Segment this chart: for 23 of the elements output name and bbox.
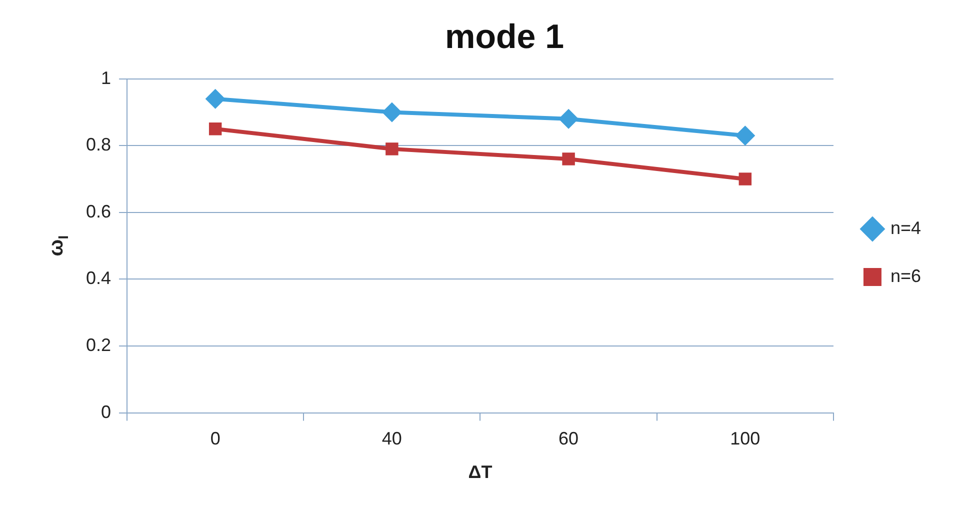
point	[738, 172, 752, 186]
chart-title: mode 1	[444, 18, 564, 56]
point	[382, 102, 402, 122]
x-tick-label: 0	[210, 428, 220, 449]
y-tick-label: 1	[101, 68, 112, 88]
point	[735, 126, 756, 146]
x-tick-label: 40	[382, 428, 402, 449]
y-tick-label: 0.2	[86, 334, 112, 355]
y-tick-label: 0.8	[86, 134, 112, 155]
x-tick-label: 100	[730, 428, 760, 449]
point	[562, 152, 575, 166]
x-tick-label: 60	[558, 428, 579, 449]
x-axis-title: ΔT	[468, 462, 492, 482]
point	[386, 142, 398, 156]
y-axis-title: ωI	[46, 235, 71, 256]
point	[208, 122, 222, 136]
legend-label: n=4	[890, 218, 922, 238]
point	[558, 108, 579, 129]
y-tick-label: 0.4	[86, 268, 112, 288]
y-tick-label: 0	[101, 402, 112, 422]
point	[205, 88, 226, 109]
y-tick-label: 0.6	[86, 201, 112, 222]
legend-label: n=6	[890, 266, 922, 286]
